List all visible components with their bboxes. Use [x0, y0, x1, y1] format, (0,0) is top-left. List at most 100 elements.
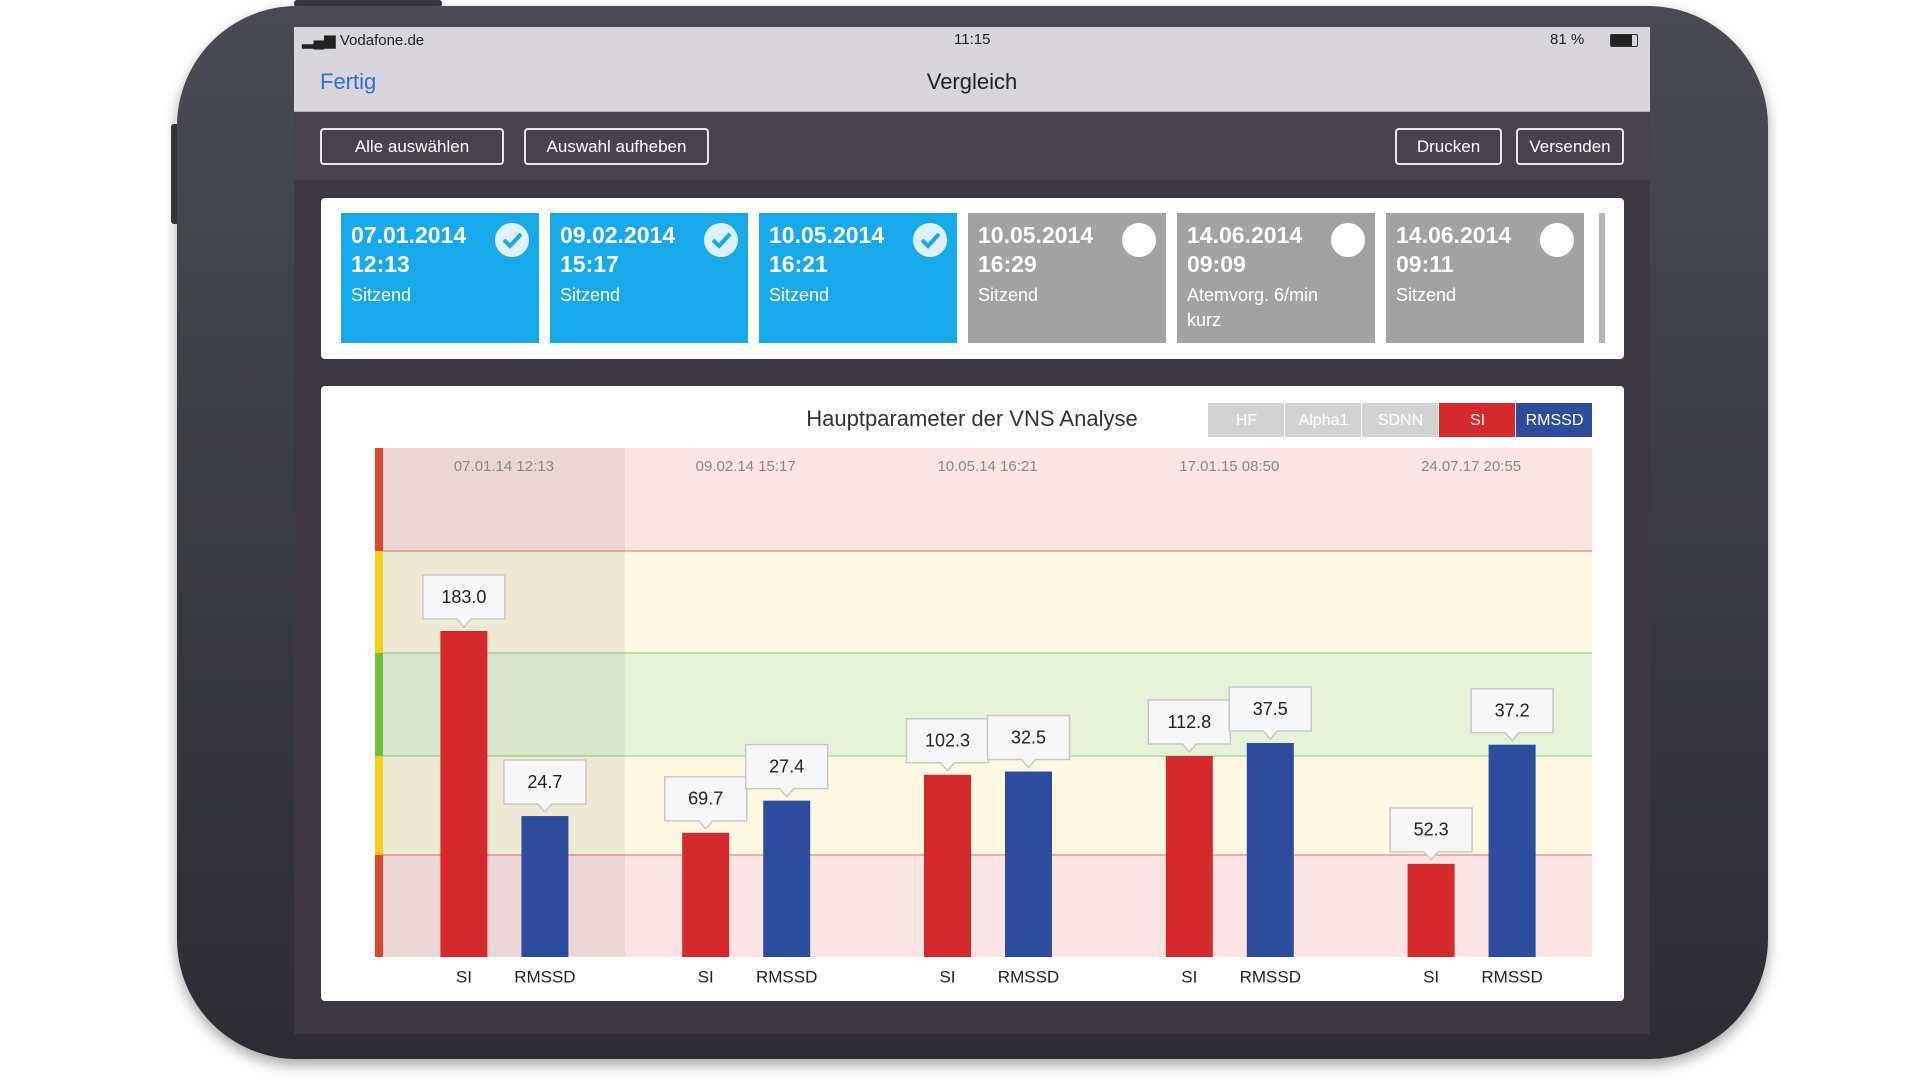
session-card[interactable]: 10.05.2014 16:21 Sitzend: [759, 213, 957, 343]
bar-label: SI: [698, 967, 714, 986]
x-tick-label: 24.07.17 20:55: [1421, 458, 1521, 475]
deselect-button[interactable]: Auswahl aufheben: [524, 128, 709, 165]
value-callout: [1470, 687, 1554, 742]
parameter-button[interactable]: [1362, 403, 1438, 437]
session-position: Sitzend: [1396, 285, 1457, 305]
selection-indicator[interactable]: [1122, 223, 1156, 257]
session-card[interactable]: 10.05.2014 16:29 Sitzend: [968, 213, 1166, 343]
parameter-button[interactable]: [1208, 403, 1284, 437]
selection-indicator[interactable]: [1540, 223, 1574, 257]
send-button[interactable]: Versenden: [1516, 128, 1624, 165]
session-position: Sitzend: [351, 285, 412, 305]
status-bar: ▂▄▆ Vodafone.de 11:15 81 %: [294, 27, 1650, 52]
carrier-name: Vodafone.de: [339, 32, 425, 49]
zone-band: [383, 551, 1592, 653]
value-label: 52.3: [1414, 820, 1449, 840]
bar: [1005, 771, 1052, 957]
battery-text: 81 %: [1550, 31, 1585, 48]
checkmark: [920, 232, 941, 249]
bar-label: RMSSD: [998, 967, 1059, 986]
session-card[interactable]: 09.02.2014 15:17 Sitzend: [550, 213, 748, 343]
zone-strip: [375, 653, 383, 756]
session-card[interactable]: 14.06.2014 09:11 Sitzend: [1386, 213, 1584, 343]
value-label: 112.8: [1167, 712, 1211, 732]
parameter-button-label: HF: [1236, 412, 1258, 429]
bar-label: RMSSD: [1481, 967, 1542, 986]
bar-label: RMSSD: [514, 967, 575, 986]
zone-strip: [375, 448, 383, 551]
legend-label: RMSSD: [1526, 412, 1584, 429]
session-time: 09:11: [1396, 251, 1454, 277]
value-callout: [986, 714, 1071, 769]
x-tick-label: 07.01.14 12:13: [454, 458, 554, 475]
nav-title: Vergleich: [926, 69, 1018, 94]
value-label: 69.7: [688, 789, 723, 809]
print-button[interactable]: Drucken: [1395, 128, 1502, 165]
value-label: 32.5: [1011, 727, 1046, 747]
clock: 11:15: [954, 31, 991, 48]
x-tick-label: 09.02.14 15:17: [696, 458, 796, 475]
bar: [1488, 744, 1536, 957]
selection-indicator[interactable]: [1331, 223, 1365, 257]
zone-strip: [375, 855, 383, 957]
session-time: 16:21: [769, 251, 828, 277]
value-callout: [744, 743, 829, 798]
session-date: 10.05.2014: [769, 222, 885, 248]
zone-strip: [375, 551, 383, 653]
x-tick-label: 10.05.14 16:21: [937, 458, 1037, 475]
series-toggle-button[interactable]: [1439, 403, 1515, 437]
session-position: Sitzend: [560, 285, 621, 305]
session-date: 14.06.2014: [1187, 222, 1303, 248]
value-label: 37.2: [1495, 700, 1530, 720]
bar: [1246, 743, 1294, 957]
bar: [924, 774, 971, 957]
parameter-button-label: Alpha1: [1299, 412, 1349, 429]
checkmark: [711, 232, 732, 249]
session-date: 14.06.2014: [1396, 222, 1512, 248]
toolbar: Alle auswählen Auswahl aufheben Drucken …: [294, 112, 1650, 180]
session-panel: 07.01.2014 12:13 Sitzend 09.02.2014 15:17 Sit…: [321, 198, 1624, 359]
legend-label: SI: [1470, 412, 1485, 429]
x-tick-label: 17.01.15 08:50: [1179, 458, 1279, 475]
zone-band: [383, 855, 1592, 957]
bar-label: RMSSD: [756, 967, 817, 986]
scrollbar: [1599, 213, 1605, 343]
session-date: 07.01.2014: [351, 222, 467, 248]
value-label: 24.7: [527, 772, 562, 792]
bar-label: RMSSD: [1240, 967, 1301, 986]
select-all-button[interactable]: Alle auswählen: [320, 128, 504, 165]
series-toggle-button[interactable]: [1516, 403, 1592, 437]
bar: [1407, 863, 1455, 957]
bar-label: SI: [939, 967, 955, 986]
checkmark: [502, 232, 523, 249]
value-callout: [1389, 807, 1473, 861]
session-time: 12:13: [351, 251, 410, 277]
carrier: ▂▄▆ Vodafone.de: [302, 32, 425, 49]
session-position: Atemvorg. 6/min kurz: [1187, 285, 1319, 330]
session-time: 15:17: [560, 251, 619, 277]
bar-label: SI: [456, 967, 472, 986]
selection-indicator[interactable]: [704, 223, 738, 257]
bar: [1165, 756, 1213, 957]
device-button: [294, 0, 442, 7]
selection-indicator[interactable]: [913, 223, 947, 257]
bar: [440, 631, 488, 957]
chart-title: Hauptparameter der VNS Analyse: [806, 406, 1137, 431]
value-callout: [422, 574, 506, 629]
selected-column: [383, 448, 625, 957]
bar: [521, 816, 569, 957]
session-card[interactable]: 14.06.2014 09:09 Atemvorg. 6/min kurz: [1177, 213, 1375, 343]
battery-icon: [1610, 34, 1638, 47]
chart-panel: Hauptparameter der VNS Analyse HF Alpha1 SD…: [321, 386, 1624, 1001]
parameter-button[interactable]: [1285, 403, 1361, 437]
session-date: 09.02.2014: [560, 222, 676, 248]
chart: Hauptparameter der VNS Analyse HF Alpha1 SD…: [375, 403, 1592, 986]
session-card[interactable]: 07.01.2014 12:13 Sitzend: [341, 213, 539, 343]
back-button[interactable]: Fertig: [320, 69, 377, 94]
value-label: 37.5: [1253, 699, 1288, 719]
bar: [763, 800, 811, 957]
parameter-button-label: SDNN: [1378, 412, 1423, 429]
selection-indicator[interactable]: [495, 223, 529, 257]
bar-label: SI: [1423, 967, 1439, 986]
nav-bar: Fertig Vergleich: [294, 52, 1650, 112]
